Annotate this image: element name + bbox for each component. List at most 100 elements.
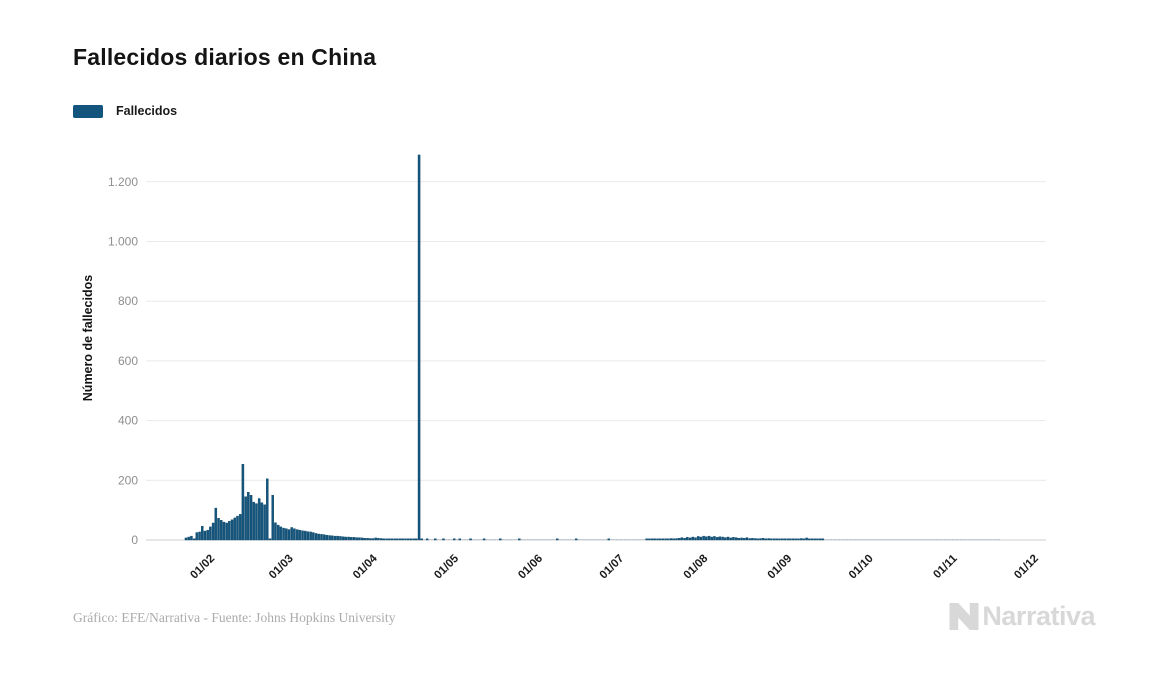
bar[interactable] <box>878 539 881 540</box>
bar[interactable] <box>840 539 843 540</box>
bar[interactable] <box>957 539 960 540</box>
legend-item-fallecidos[interactable]: Fallecidos <box>73 104 177 118</box>
bar[interactable] <box>187 536 190 541</box>
bar[interactable] <box>659 538 662 541</box>
bar[interactable] <box>360 537 364 541</box>
bar[interactable] <box>385 538 388 541</box>
bar[interactable] <box>748 538 751 541</box>
bar[interactable] <box>211 522 215 541</box>
bar[interactable] <box>588 539 591 540</box>
bar[interactable] <box>396 538 399 541</box>
bar[interactable] <box>317 533 321 541</box>
bar[interactable] <box>415 538 418 541</box>
bar[interactable] <box>298 529 302 541</box>
bar[interactable] <box>599 539 602 540</box>
bar[interactable] <box>464 539 467 540</box>
bar[interactable] <box>236 515 239 541</box>
bar[interactable] <box>783 538 787 541</box>
bar[interactable] <box>303 530 307 541</box>
bar[interactable] <box>661 538 665 541</box>
bar[interactable] <box>892 539 895 540</box>
bar[interactable] <box>567 539 570 540</box>
bar[interactable] <box>388 538 391 541</box>
bar[interactable] <box>740 537 743 541</box>
bar[interactable] <box>390 538 394 541</box>
bar[interactable] <box>238 514 242 541</box>
bar[interactable] <box>789 538 792 541</box>
bar[interactable] <box>474 539 478 540</box>
bar[interactable] <box>694 537 697 541</box>
bar[interactable] <box>919 539 922 540</box>
bar[interactable] <box>574 538 578 541</box>
bar[interactable] <box>613 539 616 540</box>
bar[interactable] <box>201 526 204 541</box>
bar[interactable] <box>911 539 914 540</box>
bar[interactable] <box>515 539 518 540</box>
bar[interactable] <box>203 530 207 541</box>
bar[interactable] <box>715 537 719 541</box>
bar[interactable] <box>548 539 551 540</box>
bar[interactable] <box>596 539 599 540</box>
bar[interactable] <box>436 539 440 540</box>
bar[interactable] <box>371 538 375 541</box>
bar[interactable] <box>903 539 906 540</box>
bar[interactable] <box>398 538 402 541</box>
bar[interactable] <box>233 517 237 541</box>
bar[interactable] <box>263 504 266 541</box>
bar[interactable] <box>328 535 331 541</box>
bar[interactable] <box>642 539 646 540</box>
bar[interactable] <box>718 536 722 541</box>
bar[interactable] <box>743 538 746 541</box>
bar[interactable] <box>696 536 700 541</box>
bar[interactable] <box>867 539 870 540</box>
bar[interactable] <box>873 539 876 540</box>
bar[interactable] <box>960 539 963 540</box>
bar[interactable] <box>406 538 410 541</box>
bar[interactable] <box>827 539 830 540</box>
bar[interactable] <box>366 538 369 541</box>
bar[interactable] <box>331 535 334 541</box>
bar[interactable] <box>244 496 247 541</box>
bar[interactable] <box>930 539 933 540</box>
bar[interactable] <box>306 531 310 541</box>
bar[interactable] <box>621 539 624 540</box>
bar[interactable] <box>726 536 730 541</box>
bar[interactable] <box>252 501 255 541</box>
bar[interactable] <box>274 522 277 541</box>
bar[interactable] <box>851 539 854 540</box>
bar[interactable] <box>537 539 540 540</box>
bar[interactable] <box>293 528 296 541</box>
bar[interactable] <box>428 539 431 540</box>
bar[interactable] <box>889 539 892 540</box>
bar[interactable] <box>550 539 553 540</box>
bar[interactable] <box>761 538 765 541</box>
bar[interactable] <box>442 538 445 541</box>
bar[interactable] <box>756 538 760 541</box>
bar[interactable] <box>857 539 860 540</box>
bar[interactable] <box>713 536 716 541</box>
bar[interactable] <box>753 538 757 541</box>
bar[interactable] <box>420 538 424 541</box>
bar[interactable] <box>333 535 337 541</box>
bar[interactable] <box>881 539 884 540</box>
bar[interactable] <box>209 526 212 541</box>
bar[interactable] <box>724 537 727 541</box>
bar[interactable] <box>526 539 529 540</box>
bar[interactable] <box>569 539 572 540</box>
bar[interactable] <box>675 538 678 541</box>
bar[interactable] <box>461 539 464 540</box>
bar[interactable] <box>301 530 304 541</box>
bar[interactable] <box>702 535 705 541</box>
bar[interactable] <box>859 539 862 540</box>
bar[interactable] <box>561 539 564 540</box>
bar[interactable] <box>813 538 816 541</box>
bar[interactable] <box>943 539 946 540</box>
bar[interactable] <box>214 507 218 541</box>
bar[interactable] <box>325 535 329 541</box>
bar[interactable] <box>778 538 781 541</box>
bar[interactable] <box>228 520 231 541</box>
bar[interactable] <box>230 519 234 541</box>
bar[interactable] <box>973 539 976 540</box>
bar[interactable] <box>404 538 407 541</box>
bar[interactable] <box>276 524 280 541</box>
